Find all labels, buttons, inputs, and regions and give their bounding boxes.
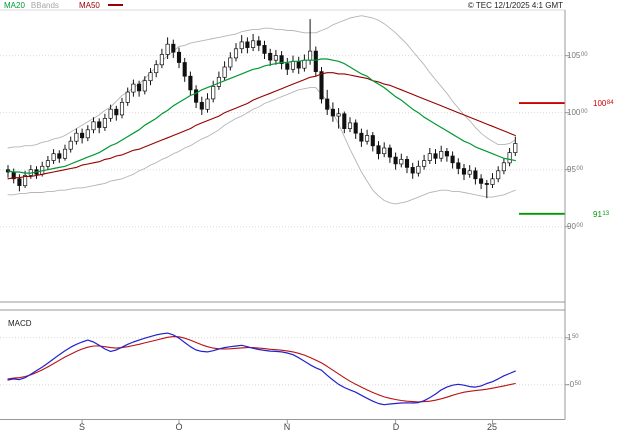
copyright-text: © TEC 12/1/2025 4:1 GMT — [467, 1, 563, 10]
support-level-label: 9113 — [593, 210, 610, 219]
legend-ma20-label: MA20 — [4, 1, 25, 10]
price-axis-label-90: 9000 — [567, 222, 584, 231]
macd-axis-label-neg050: -050 — [567, 380, 582, 389]
x-axis-label-jan25: 25 — [486, 422, 498, 432]
macd-panel-title: MACD — [8, 319, 32, 328]
ma50-line-sample — [107, 4, 123, 6]
x-axis-label-december: D — [392, 422, 400, 432]
x-axis-label-september: S — [78, 422, 86, 432]
legend-ma50-label: MA50 — [78, 1, 100, 10]
price-axis-label-95: 9500 — [567, 165, 584, 174]
macd-axis-label-150: 150 — [567, 333, 579, 342]
resistance-level-label: 10084 — [593, 99, 614, 108]
x-axis-label-november: N — [283, 422, 291, 432]
price-axis-label-100: 10000 — [567, 108, 588, 117]
x-axis-label-october: O — [175, 422, 183, 432]
legend-bbands-label: BBands — [30, 1, 59, 10]
legend: MA20 BBands MA50 — [4, 1, 123, 10]
price-axis-label-105: 10500 — [567, 51, 588, 60]
